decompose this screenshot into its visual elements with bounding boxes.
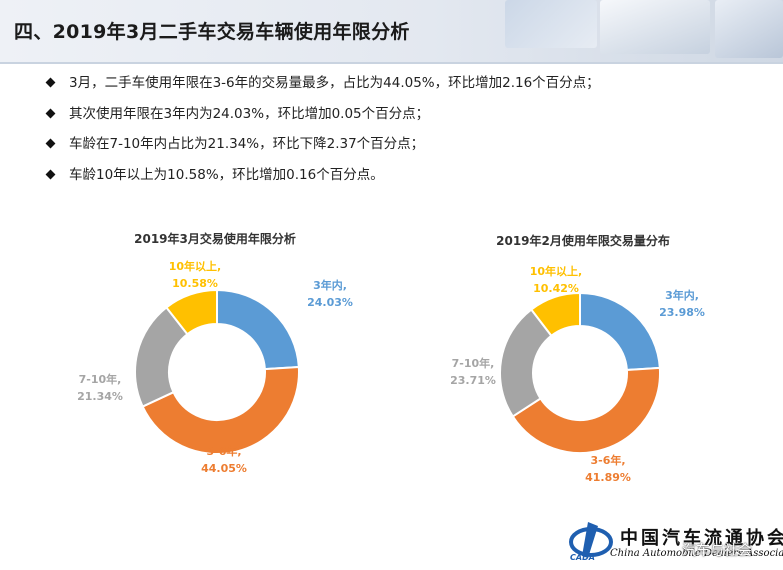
chart-2-segment-3-6yr-value-label: 41.89% (585, 471, 631, 484)
chart-1-segment-3yr (216, 288, 300, 371)
logo (566, 518, 776, 566)
chart-2-segment-7-10yr-value-label: 23.71% (450, 374, 496, 387)
summary-list: 3月，二手车使用年限在3-6年的交易量最多，占比为44.05%，环比增加2.16… (44, 68, 600, 190)
logo-abbreviation: CADA (570, 553, 595, 562)
chart-2-segment-3yr (579, 291, 661, 372)
chart-2-segment-3-6yr (511, 366, 661, 454)
logo-name-en: China Automobile Dealers Association (610, 548, 783, 559)
watermark: 汽车与社会 (682, 543, 752, 559)
chart-1-title: 2019年3月交易使用年限分析 (134, 232, 296, 246)
list-item: 车龄在7-10年内占比为21.34%，环比下降2.37个百分点； (44, 129, 600, 160)
list-item: 3月，二手车使用年限在3-6年的交易量最多，占比为44.05%，环比增加2.16… (44, 68, 600, 99)
list-item: 车龄10年以上为10.58%，环比增加0.16个百分点。 (44, 160, 600, 191)
chart-1-segment-7-10yr-value-label: 21.34% (77, 390, 123, 403)
logo-name-cn: 中国汽车流通协会 (620, 528, 783, 549)
chart-1-segment-3yr-label: 3年内, (313, 278, 347, 292)
bullet-text: 其次使用年限在3年内为24.03%，环比增加0.05个百分点； (69, 105, 430, 122)
decorative-cube (505, 0, 597, 48)
chart-2-segment-7-10yr-label: 7-10年, (452, 356, 495, 370)
title-bar: 四、2019年3月二手车交易车辆使用年限分析 (0, 0, 783, 62)
cada-emblem-icon (569, 522, 613, 558)
chart-1-segment-3yr-value-label: 24.03% (307, 296, 353, 309)
chart-2-segment-3-6yr-label: 3-6年, (590, 453, 625, 467)
chart-1-segment-10yr-plus-value-label: 10.58% (172, 277, 218, 290)
chart-2-segment-10yr-plus-value-label: 10.42% (533, 282, 579, 295)
chart-2-segment-3yr-label: 3年内, (665, 288, 699, 302)
chart-2-title: 2019年2月使用年限交易量分布 (496, 234, 670, 248)
decorative-cube (715, 0, 783, 58)
chart-1-segment-10yr-plus-label: 10年以上, (169, 259, 222, 273)
decorative-cube (600, 0, 710, 54)
bullet-text: 车龄10年以上为10.58%，环比增加0.16个百分点。 (69, 166, 384, 183)
chart-1-segment-7-10yr-label: 7-10年, (79, 372, 122, 386)
chart-1-segment-3-6yr (141, 365, 300, 455)
chart-2-segment-10yr-plus-label: 10年以上, (530, 264, 583, 278)
chart-1-segment-3-6yr-value-label: 44.05% (201, 462, 247, 475)
chart-2-segment-10yr-plus (529, 291, 581, 338)
bullet-text: 3月，二手车使用年限在3-6年的交易量最多，占比为44.05%，环比增加2.16… (69, 75, 600, 91)
list-item: 其次使用年限在3年内为24.03%，环比增加0.05个百分点； (44, 99, 600, 130)
chart-1-segment-3-6yr-label: 3-6年, (206, 444, 241, 458)
bullet-text: 车龄在7-10年内占比为21.34%，环比下降2.37个百分点； (69, 136, 425, 152)
chart-2-segment-3yr-value-label: 23.98% (659, 306, 705, 319)
title-underline (0, 62, 783, 64)
page-title: 四、2019年3月二手车交易车辆使用年限分析 (14, 21, 410, 43)
chart-1-segment-10yr-plus (165, 288, 218, 336)
